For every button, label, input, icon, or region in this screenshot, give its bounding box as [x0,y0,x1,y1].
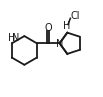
Text: H: H [8,33,16,43]
Text: H: H [63,21,70,31]
Text: N: N [56,39,63,49]
Text: O: O [44,23,52,33]
Text: Cl: Cl [71,11,80,22]
Text: N: N [12,33,20,43]
